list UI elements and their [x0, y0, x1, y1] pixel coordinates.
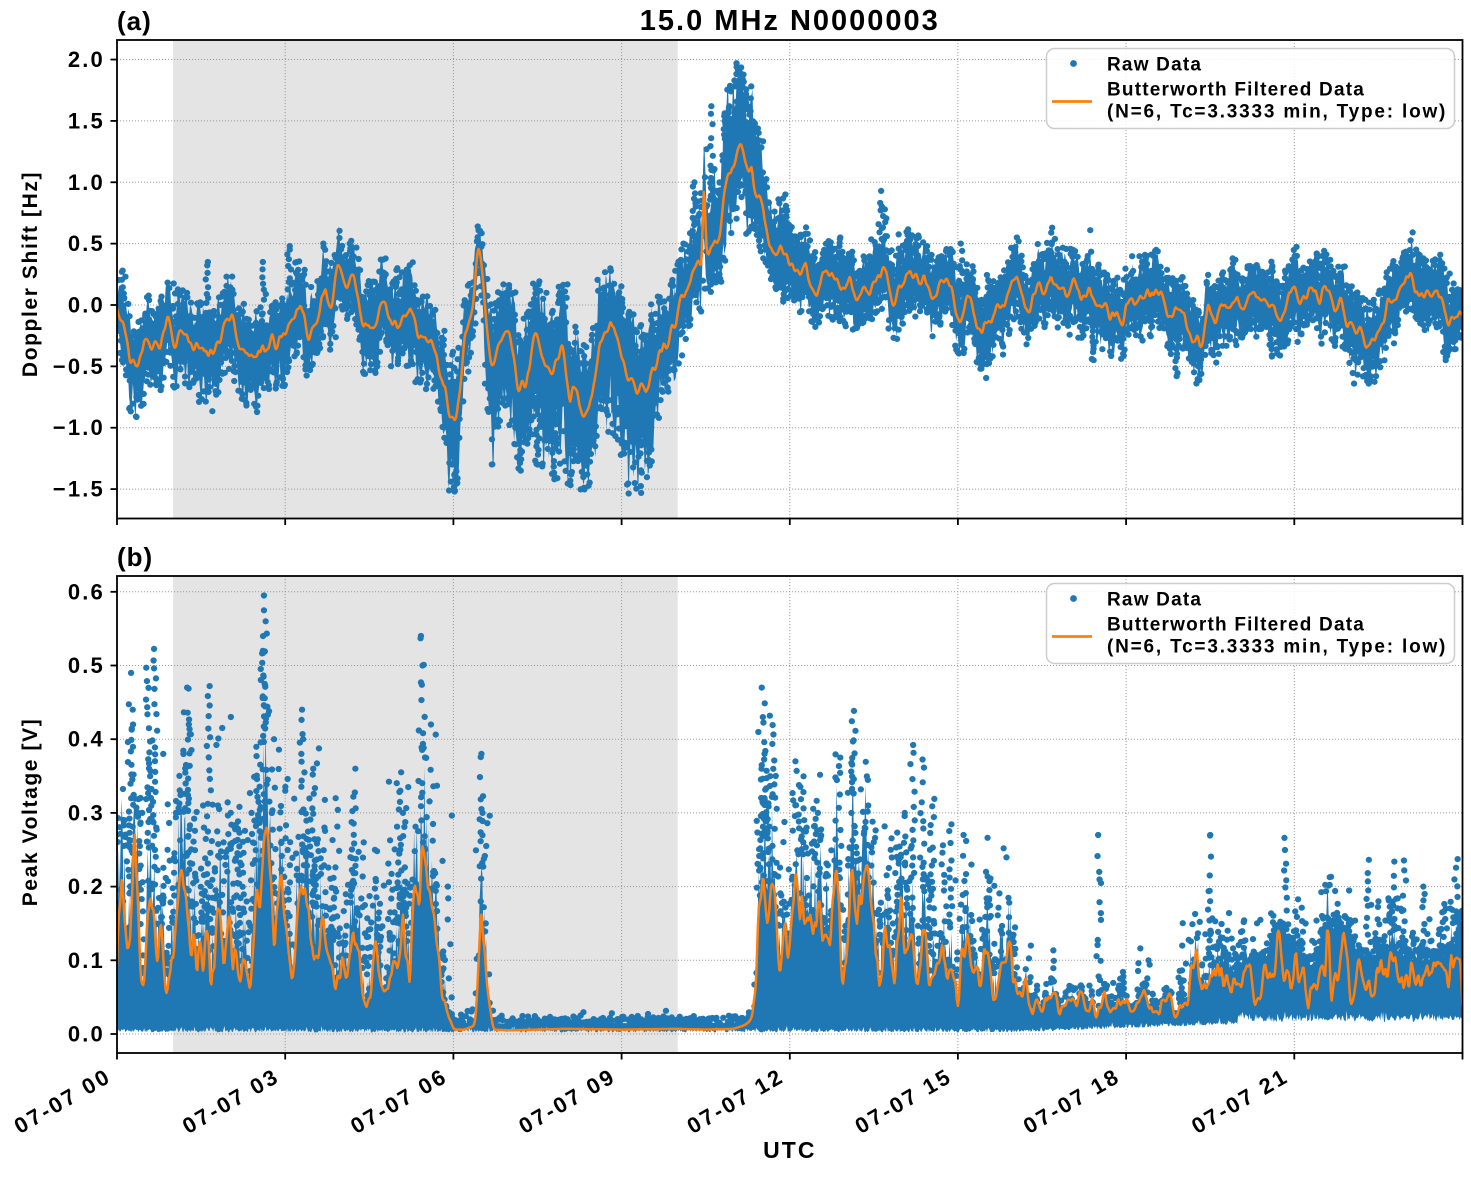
svg-text:Butterworth Filtered Data: Butterworth Filtered Data	[1107, 615, 1365, 636]
svg-text:Raw Data: Raw Data	[1107, 55, 1202, 76]
svg-text:0.5: 0.5	[68, 653, 105, 678]
svg-text:−0.5: −0.5	[53, 354, 105, 379]
svg-text:(b): (b)	[117, 542, 153, 572]
svg-text:Peak Voltage [V]: Peak Voltage [V]	[19, 718, 42, 907]
svg-text:(N=6, Tc=3.3333 min, Type: low: (N=6, Tc=3.3333 min, Type: low)	[1107, 637, 1447, 658]
svg-text:Butterworth Filtered Data: Butterworth Filtered Data	[1107, 80, 1365, 101]
svg-text:0.0: 0.0	[68, 1022, 105, 1047]
svg-text:0.4: 0.4	[68, 727, 105, 752]
svg-text:(N=6, Tc=3.3333 min, Type: low: (N=6, Tc=3.3333 min, Type: low)	[1107, 102, 1447, 123]
svg-text:0.6: 0.6	[68, 579, 105, 604]
svg-text:0.0: 0.0	[68, 293, 105, 318]
svg-text:Doppler Shift [Hz]: Doppler Shift [Hz]	[19, 171, 42, 377]
svg-text:Raw Data: Raw Data	[1107, 590, 1202, 611]
svg-text:0.5: 0.5	[68, 231, 105, 256]
svg-text:0.3: 0.3	[68, 800, 105, 825]
svg-text:−1.0: −1.0	[53, 415, 105, 440]
svg-text:0.1: 0.1	[68, 948, 105, 973]
svg-text:UTC: UTC	[763, 1137, 816, 1163]
svg-text:−1.5: −1.5	[53, 477, 105, 502]
svg-text:1.0: 1.0	[68, 170, 105, 195]
svg-text:15.0 MHz N0000003: 15.0 MHz N0000003	[640, 5, 940, 37]
svg-text:1.5: 1.5	[68, 108, 105, 133]
svg-text:(a): (a)	[117, 6, 152, 36]
svg-text:2.0: 2.0	[68, 47, 105, 72]
svg-text:0.2: 0.2	[68, 874, 105, 899]
